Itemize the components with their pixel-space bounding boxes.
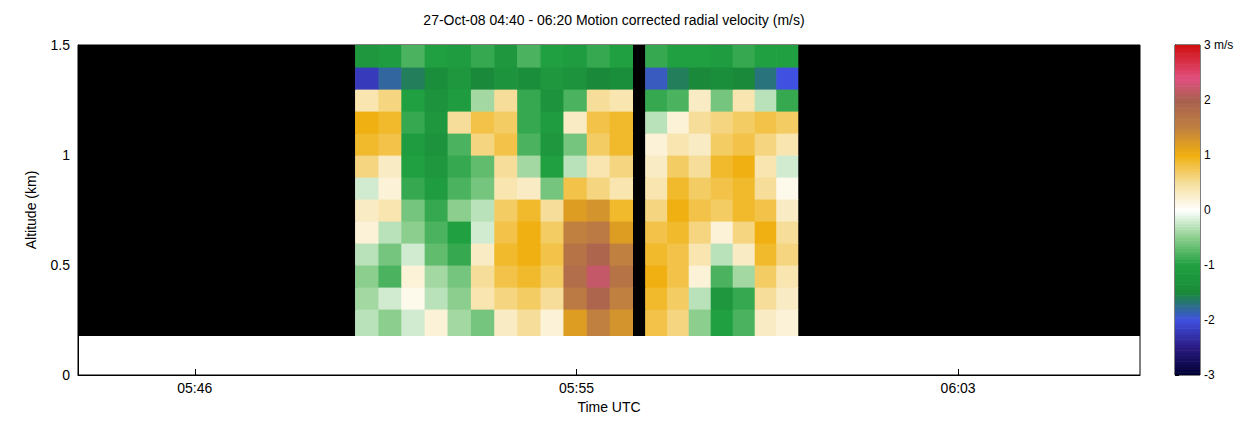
svg-text:-1: -1 [1204,258,1215,272]
svg-text:0: 0 [62,367,70,383]
svg-text:05:55: 05:55 [559,380,594,396]
svg-text:1: 1 [62,147,70,163]
svg-text:05:46: 05:46 [177,380,212,396]
svg-text:2: 2 [1204,93,1211,107]
svg-text:Time UTC: Time UTC [577,399,640,415]
svg-text:1: 1 [1204,148,1211,162]
svg-text:06:03: 06:03 [941,380,976,396]
svg-text:27-Oct-08 04:40 - 06:20 Motion: 27-Oct-08 04:40 - 06:20 Motion corrected… [423,12,804,28]
svg-text:0: 0 [1204,203,1211,217]
svg-text:3 m/s: 3 m/s [1204,38,1233,52]
svg-text:Altitude (km): Altitude (km) [23,171,39,250]
svg-text:-2: -2 [1204,313,1215,327]
svg-text:0.5: 0.5 [51,257,71,273]
svg-text:1.5: 1.5 [51,37,71,53]
svg-text:-3: -3 [1204,368,1215,382]
